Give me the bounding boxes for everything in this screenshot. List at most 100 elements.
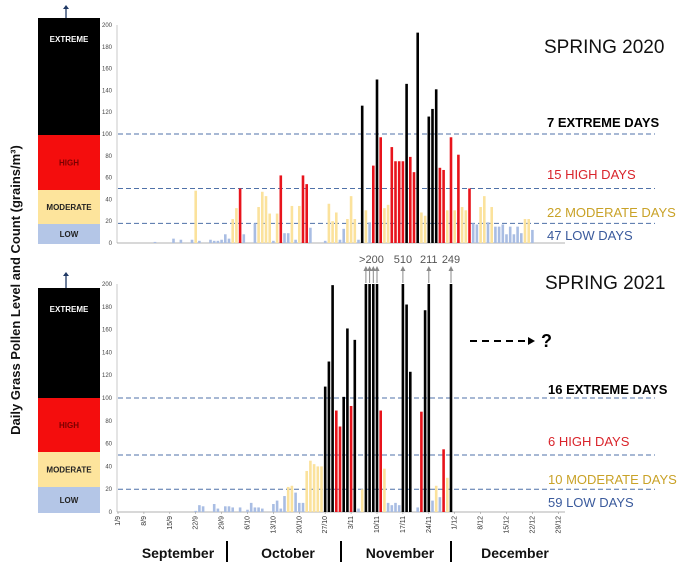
bar-extreme <box>360 105 364 243</box>
bar-moderate <box>290 485 294 512</box>
x-tick-label: 29/9 <box>219 516 226 530</box>
x-tick-label: 22/9 <box>193 516 200 530</box>
legend-box-extreme <box>38 18 100 135</box>
y-tick-label: 180 <box>102 45 113 51</box>
bar-high <box>397 161 401 243</box>
bar-moderate <box>446 210 449 243</box>
y-tick-label: 60 <box>105 442 112 448</box>
bar-moderate <box>275 213 279 243</box>
bar-extreme <box>431 108 434 244</box>
bar-moderate <box>268 213 271 243</box>
season-title: SPRING 2021 <box>545 273 665 294</box>
bar-high <box>449 137 453 243</box>
bar-high <box>301 175 305 243</box>
bar-low <box>231 507 234 512</box>
bar-low <box>357 239 360 243</box>
forecast-arrow: ? <box>470 331 552 351</box>
bar-moderate <box>360 489 364 512</box>
bar-extreme <box>449 284 453 512</box>
bar-extreme <box>372 284 375 512</box>
bar-extreme <box>327 361 331 512</box>
bar-high <box>279 175 283 243</box>
bar-low <box>253 223 257 243</box>
bar-moderate <box>312 464 316 512</box>
bar-high <box>442 449 445 512</box>
y-tick-label: 120 <box>102 373 113 379</box>
bar-extreme <box>331 285 334 512</box>
bar-moderate <box>316 466 320 512</box>
bar-extreme <box>423 310 427 512</box>
bar-moderate <box>231 219 234 243</box>
x-tick-label: 1/12 <box>452 516 459 530</box>
bar-moderate <box>383 208 386 243</box>
bar-moderate <box>479 207 482 243</box>
bar-low <box>520 233 523 243</box>
y-tick-label: 160 <box>102 328 113 334</box>
bar-high <box>379 410 382 512</box>
bar-moderate <box>320 466 323 512</box>
bar-low <box>172 238 175 243</box>
bar-low <box>249 502 253 512</box>
legend-label-extreme: EXTREME <box>50 305 89 314</box>
legend-label-moderate: MODERATE <box>46 203 92 212</box>
bar-low <box>238 507 242 512</box>
month-label: September <box>142 545 215 561</box>
bar-low <box>209 239 212 243</box>
bar-moderate <box>290 205 294 243</box>
bar-moderate <box>264 196 268 243</box>
bar-low <box>227 238 231 243</box>
bar-moderate <box>305 470 308 512</box>
forecast-question-mark: ? <box>541 331 552 351</box>
bar-low <box>153 241 157 243</box>
bar-extreme <box>323 386 327 512</box>
bar-low <box>212 504 216 512</box>
bar-low <box>298 502 301 512</box>
summary-moderate-days: 10 MODERATE DAYS <box>548 472 677 487</box>
bar-moderate <box>194 190 197 243</box>
y-tick-label: 40 <box>105 197 112 203</box>
overflow-arrowhead-icon <box>374 266 380 271</box>
summary-extreme-days: 7 EXTREME DAYS <box>547 115 660 130</box>
bar-low <box>257 507 260 512</box>
bar-low <box>397 505 401 512</box>
bar-moderate <box>364 210 368 243</box>
month-label: November <box>366 545 435 561</box>
bar-low <box>309 227 312 243</box>
x-tick-label: 8/9 <box>141 516 148 526</box>
legend-label-high: HIGH <box>59 421 79 430</box>
bar-low <box>179 239 183 243</box>
legend-label-extreme: EXTREME <box>50 35 89 44</box>
bar-moderate <box>327 203 331 243</box>
bar-high <box>379 137 382 243</box>
legend-label-low: LOW <box>60 230 79 239</box>
bar-low <box>227 506 231 512</box>
bar-low <box>190 239 194 243</box>
legend-box-extreme <box>38 288 100 398</box>
overflow-value-label: 211 <box>420 254 438 266</box>
month-label: December <box>481 545 549 561</box>
y-tick-label: 140 <box>102 350 113 356</box>
x-tick-label: 1/9 <box>115 516 122 526</box>
level-legend: EXTREME HIGH MODERATE LOW <box>38 272 100 513</box>
legend-up-arrowhead-icon <box>63 272 69 276</box>
bar-low <box>505 234 508 243</box>
bar-low <box>431 500 434 512</box>
legend-label-low: LOW <box>60 496 79 505</box>
bar-moderate <box>235 208 238 243</box>
y-tick-label: 20 <box>105 219 112 225</box>
x-tick-label: 24/11 <box>426 516 433 533</box>
bar-low <box>212 240 216 243</box>
bar-low <box>486 222 490 243</box>
bar-low <box>497 226 501 243</box>
bar-low <box>294 492 297 512</box>
bar-moderate <box>446 477 449 512</box>
bar-low <box>201 506 205 512</box>
bar-high <box>420 411 423 512</box>
bar-low <box>224 506 227 512</box>
x-tick-label: 29/12 <box>555 516 562 534</box>
bar-low <box>390 505 394 512</box>
bar-extreme <box>427 116 431 243</box>
bar-extreme <box>375 79 379 243</box>
y-tick-label: 80 <box>105 154 112 160</box>
y-tick-label: 140 <box>102 88 113 94</box>
